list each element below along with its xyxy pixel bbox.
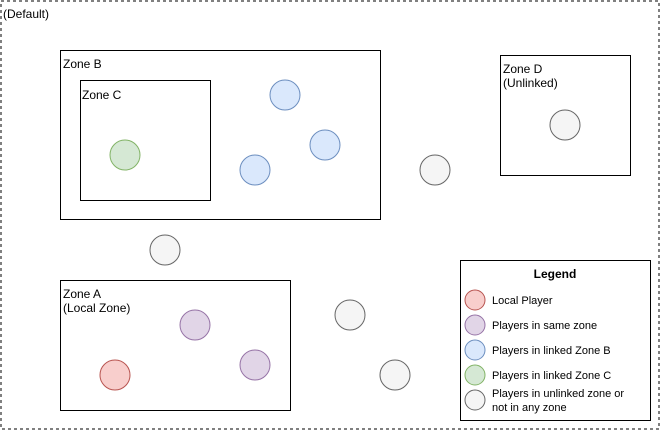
player-zone-b-2 (309, 129, 341, 161)
player-zone-b-3 (239, 154, 271, 186)
player-no-zone-2 (149, 234, 181, 266)
legend-label-unlinked-cont: not in any zone (492, 402, 567, 414)
player-no-zone-1 (419, 154, 451, 186)
legend-box (460, 260, 651, 421)
legend-label-same-zone: Players in same zone (492, 320, 597, 332)
player-same-zone-2 (239, 349, 271, 381)
legend-label-linked-zone-b: Players in linked Zone B (492, 345, 611, 357)
zone-c-box (80, 80, 211, 201)
player-local (99, 359, 131, 391)
legend-item-local-player: Local Player (464, 289, 553, 311)
player-no-zone-4 (379, 359, 411, 391)
zone-a-sublabel: (Local Zone) (63, 301, 130, 315)
player-zone-d (549, 109, 581, 141)
legend-label-local-player: Local Player (492, 295, 553, 307)
legend-item-unlinked: Players in unlinked zone or not in any z… (464, 388, 624, 414)
legend-item-same-zone: Players in same zone (464, 314, 597, 336)
legend-label-linked-zone-c: Players in linked Zone C (492, 370, 611, 382)
legend-swatch-unlinked (464, 389, 486, 411)
zone-a-box (60, 280, 291, 411)
default-zone-label: (Default) (3, 7, 49, 21)
legend-swatch-linked-zone-b (464, 339, 486, 361)
zone-c-label: Zone C (82, 88, 122, 102)
player-same-zone-1 (179, 309, 211, 341)
legend-label-unlinked: Players in unlinked zone or (492, 388, 624, 400)
legend-item-linked-zone-b: Players in linked Zone B (464, 339, 611, 361)
zone-b-label: Zone B (63, 57, 102, 71)
zone-a-label: Zone A (63, 287, 101, 301)
zone-d-sublabel: (Unlinked) (503, 76, 558, 90)
legend-swatch-local-player (464, 289, 486, 311)
legend-swatch-linked-zone-c (464, 364, 486, 386)
player-no-zone-3 (334, 299, 366, 331)
legend-swatch-same-zone (464, 314, 486, 336)
player-zone-b-1 (269, 79, 301, 111)
zone-d-label: Zone D (503, 62, 543, 76)
legend-item-linked-zone-c: Players in linked Zone C (464, 364, 611, 386)
legend-title: Legend (534, 267, 577, 281)
legend: Legend Local Player Players in same zone… (460, 260, 651, 421)
player-zone-c (109, 139, 141, 171)
